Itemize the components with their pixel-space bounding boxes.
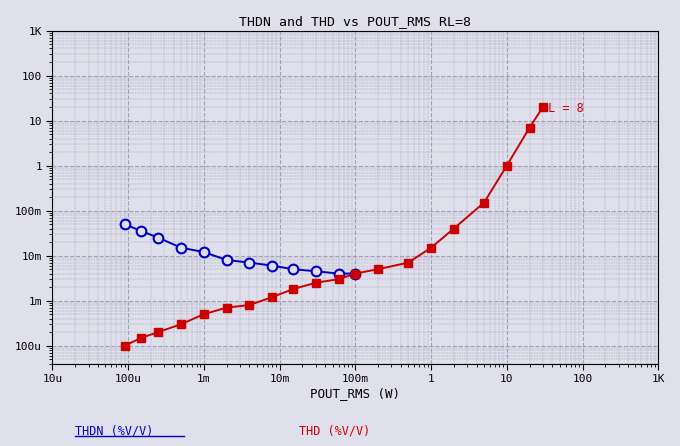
Text: THDN (%V/V): THDN (%V/V) (75, 425, 153, 438)
Text: RL = 8: RL = 8 (541, 103, 583, 116)
Title: THDN and THD vs POUT_RMS RL=8: THDN and THD vs POUT_RMS RL=8 (239, 15, 471, 28)
Text: THD (%V/V): THD (%V/V) (299, 425, 371, 438)
X-axis label: POUT_RMS (W): POUT_RMS (W) (310, 387, 401, 400)
